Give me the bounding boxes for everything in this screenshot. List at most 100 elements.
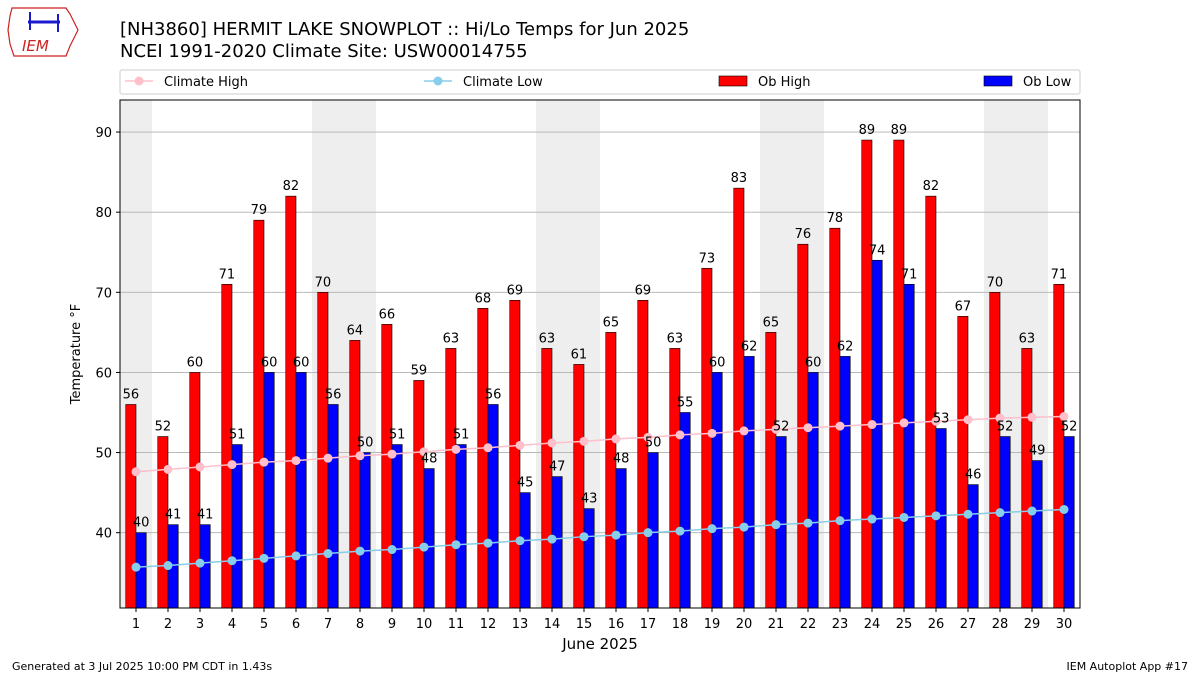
climate-high-point-day-15 xyxy=(579,436,589,446)
ob-low-bar-day-25 xyxy=(903,283,915,609)
climate-low-point-day-15 xyxy=(579,532,589,542)
climate-low-point-day-12 xyxy=(483,538,493,548)
climate-low-point-day-22 xyxy=(803,518,813,528)
legend-label-ob-low: Ob Low xyxy=(1023,75,1072,90)
climate-low-point-day-25 xyxy=(899,512,909,522)
ob-high-value-label-day-27: 67 xyxy=(955,299,972,314)
legend-item-ob-low: Ob Low xyxy=(983,75,1072,90)
x-tick-label-11: 11 xyxy=(448,617,465,632)
climate-high-point-day-8 xyxy=(355,451,365,461)
ob-high-value-label-day-17: 69 xyxy=(635,283,652,298)
ob-high-value-label-day-29: 63 xyxy=(1019,331,1036,346)
ob-high-bar-day-30 xyxy=(1053,283,1065,609)
climate-low-point-day-19 xyxy=(707,524,717,534)
ob-high-value-label-day-19: 73 xyxy=(699,251,716,266)
x-tick-label-9: 9 xyxy=(388,617,396,632)
ob-high-bar-day-19 xyxy=(701,267,713,609)
climate-high-point-day-24 xyxy=(867,420,877,430)
ob-high-value-label-day-25: 89 xyxy=(891,123,908,138)
ob-high-value-label-day-16: 65 xyxy=(603,315,620,330)
ob-high-value-label-day-14: 63 xyxy=(539,331,556,346)
iowa-state-outline xyxy=(7,7,79,57)
ob-high-value-label-day-5: 79 xyxy=(251,203,268,218)
ob-high-value-label-day-8: 64 xyxy=(347,323,364,338)
ob-high-bar-day-23 xyxy=(829,227,841,609)
climate-high-point-day-11 xyxy=(451,444,461,454)
ob-low-value-label-day-30: 52 xyxy=(1061,420,1078,435)
ob-high-value-label-day-22: 76 xyxy=(795,227,812,242)
ob-high-value-label-day-3: 60 xyxy=(187,355,204,370)
ob-high-value-label-day-11: 63 xyxy=(443,331,460,346)
y-tick-label-90: 90 xyxy=(95,126,112,141)
x-tick-label-28: 28 xyxy=(992,617,1009,632)
ob-low-value-label-day-24: 74 xyxy=(869,243,886,258)
ob-high-bar-day-6 xyxy=(285,195,297,609)
climate-low-point-day-20 xyxy=(739,522,749,532)
x-tick-label-1: 1 xyxy=(132,617,140,632)
legend-label-climate-high: Climate High xyxy=(164,75,248,90)
app-label: IEM Autoplot App #17 xyxy=(1067,660,1189,673)
ob-high-bar-day-3 xyxy=(189,372,201,609)
generated-timestamp: Generated at 3 Jul 2025 10:00 PM CDT in … xyxy=(12,660,272,673)
ob-low-bar-day-29 xyxy=(1031,460,1043,609)
climate-low-point-day-18 xyxy=(675,526,685,536)
ob-high-bar-day-5 xyxy=(253,219,265,609)
ob-low-bar-day-6 xyxy=(295,372,307,609)
ob-low-value-label-day-7: 56 xyxy=(325,387,342,402)
climate-low-point-day-26 xyxy=(931,511,941,521)
climate-low-point-day-29 xyxy=(1027,506,1037,516)
x-tick-label-3: 3 xyxy=(196,617,204,632)
x-tick-label-10: 10 xyxy=(416,617,433,632)
plot-frame xyxy=(119,99,1081,609)
ob-high-value-label-day-7: 70 xyxy=(315,275,332,290)
ob-low-value-label-day-27: 46 xyxy=(965,468,982,483)
ob-high-value-label-day-15: 61 xyxy=(571,347,588,362)
ob-high-value-label-day-4: 71 xyxy=(219,267,236,282)
climate-lines xyxy=(131,411,1069,572)
legend-label-climate-low: Climate Low xyxy=(463,75,543,90)
ob-low-value-label-day-3: 41 xyxy=(197,508,214,523)
ob-high-value-label-day-20: 83 xyxy=(731,171,748,186)
iem-logo: IEM xyxy=(7,7,79,57)
bar-value-labels: 56 40 52 41 60 41 71 51 79 60 82 60 70 56 64 50 66 51 59 48… xyxy=(123,123,1078,531)
x-tick-label-25: 25 xyxy=(896,617,913,632)
ob-high-value-label-day-2: 52 xyxy=(155,420,172,435)
climate-low-point-day-6 xyxy=(291,551,301,561)
ob-low-value-label-day-4: 51 xyxy=(229,428,246,443)
ob-high-value-label-day-23: 78 xyxy=(827,211,844,226)
x-tick-label-18: 18 xyxy=(672,617,689,632)
climate-low-point-day-9 xyxy=(387,545,397,555)
legend: Climate High Climate Low Ob High Ob Low xyxy=(119,69,1081,95)
climate-high-point-day-12 xyxy=(483,443,493,453)
ob-low-value-label-day-2: 41 xyxy=(165,508,182,523)
ob-high-bar-day-9 xyxy=(381,324,393,609)
ob-high-bar-day-29 xyxy=(1021,348,1033,609)
climate-high-point-day-10 xyxy=(419,447,429,457)
climate-low-point-day-23 xyxy=(835,516,845,526)
climate-high-point-day-22 xyxy=(803,423,813,433)
ob-high-bar-day-27 xyxy=(957,316,969,609)
climate-high-point-day-4 xyxy=(227,460,237,470)
climate-high-point-day-2 xyxy=(163,464,173,474)
ob-low-value-label-day-20: 62 xyxy=(741,339,758,354)
ob-low-bar-day-10 xyxy=(423,468,435,609)
x-tick-label-14: 14 xyxy=(544,617,561,632)
y-tick-label-70: 70 xyxy=(95,286,112,301)
climate-low-point-day-13 xyxy=(515,536,525,546)
ob-low-value-label-day-10: 48 xyxy=(421,452,438,467)
ob-high-value-label-day-10: 59 xyxy=(411,363,428,378)
climate-low-point-day-14 xyxy=(547,534,557,544)
ob-low-value-label-day-15: 43 xyxy=(581,492,598,507)
ob-low-value-label-day-17: 50 xyxy=(645,436,662,451)
ob-low-value-label-day-14: 47 xyxy=(549,460,566,475)
climate-high-point-day-28 xyxy=(995,413,1005,423)
x-tick-label-23: 23 xyxy=(832,617,849,632)
ob-low-value-label-day-9: 51 xyxy=(389,428,406,443)
ob-low-bar-day-30 xyxy=(1063,436,1075,609)
chart-title: [NH3860] HERMIT LAKE SNOWPLOT :: Hi/Lo T… xyxy=(120,19,689,40)
climate-high-point-day-23 xyxy=(835,421,845,431)
ob-high-value-label-day-1: 56 xyxy=(123,387,140,402)
x-tick-label-16: 16 xyxy=(608,617,625,632)
ob-high-value-label-day-26: 82 xyxy=(923,179,940,194)
